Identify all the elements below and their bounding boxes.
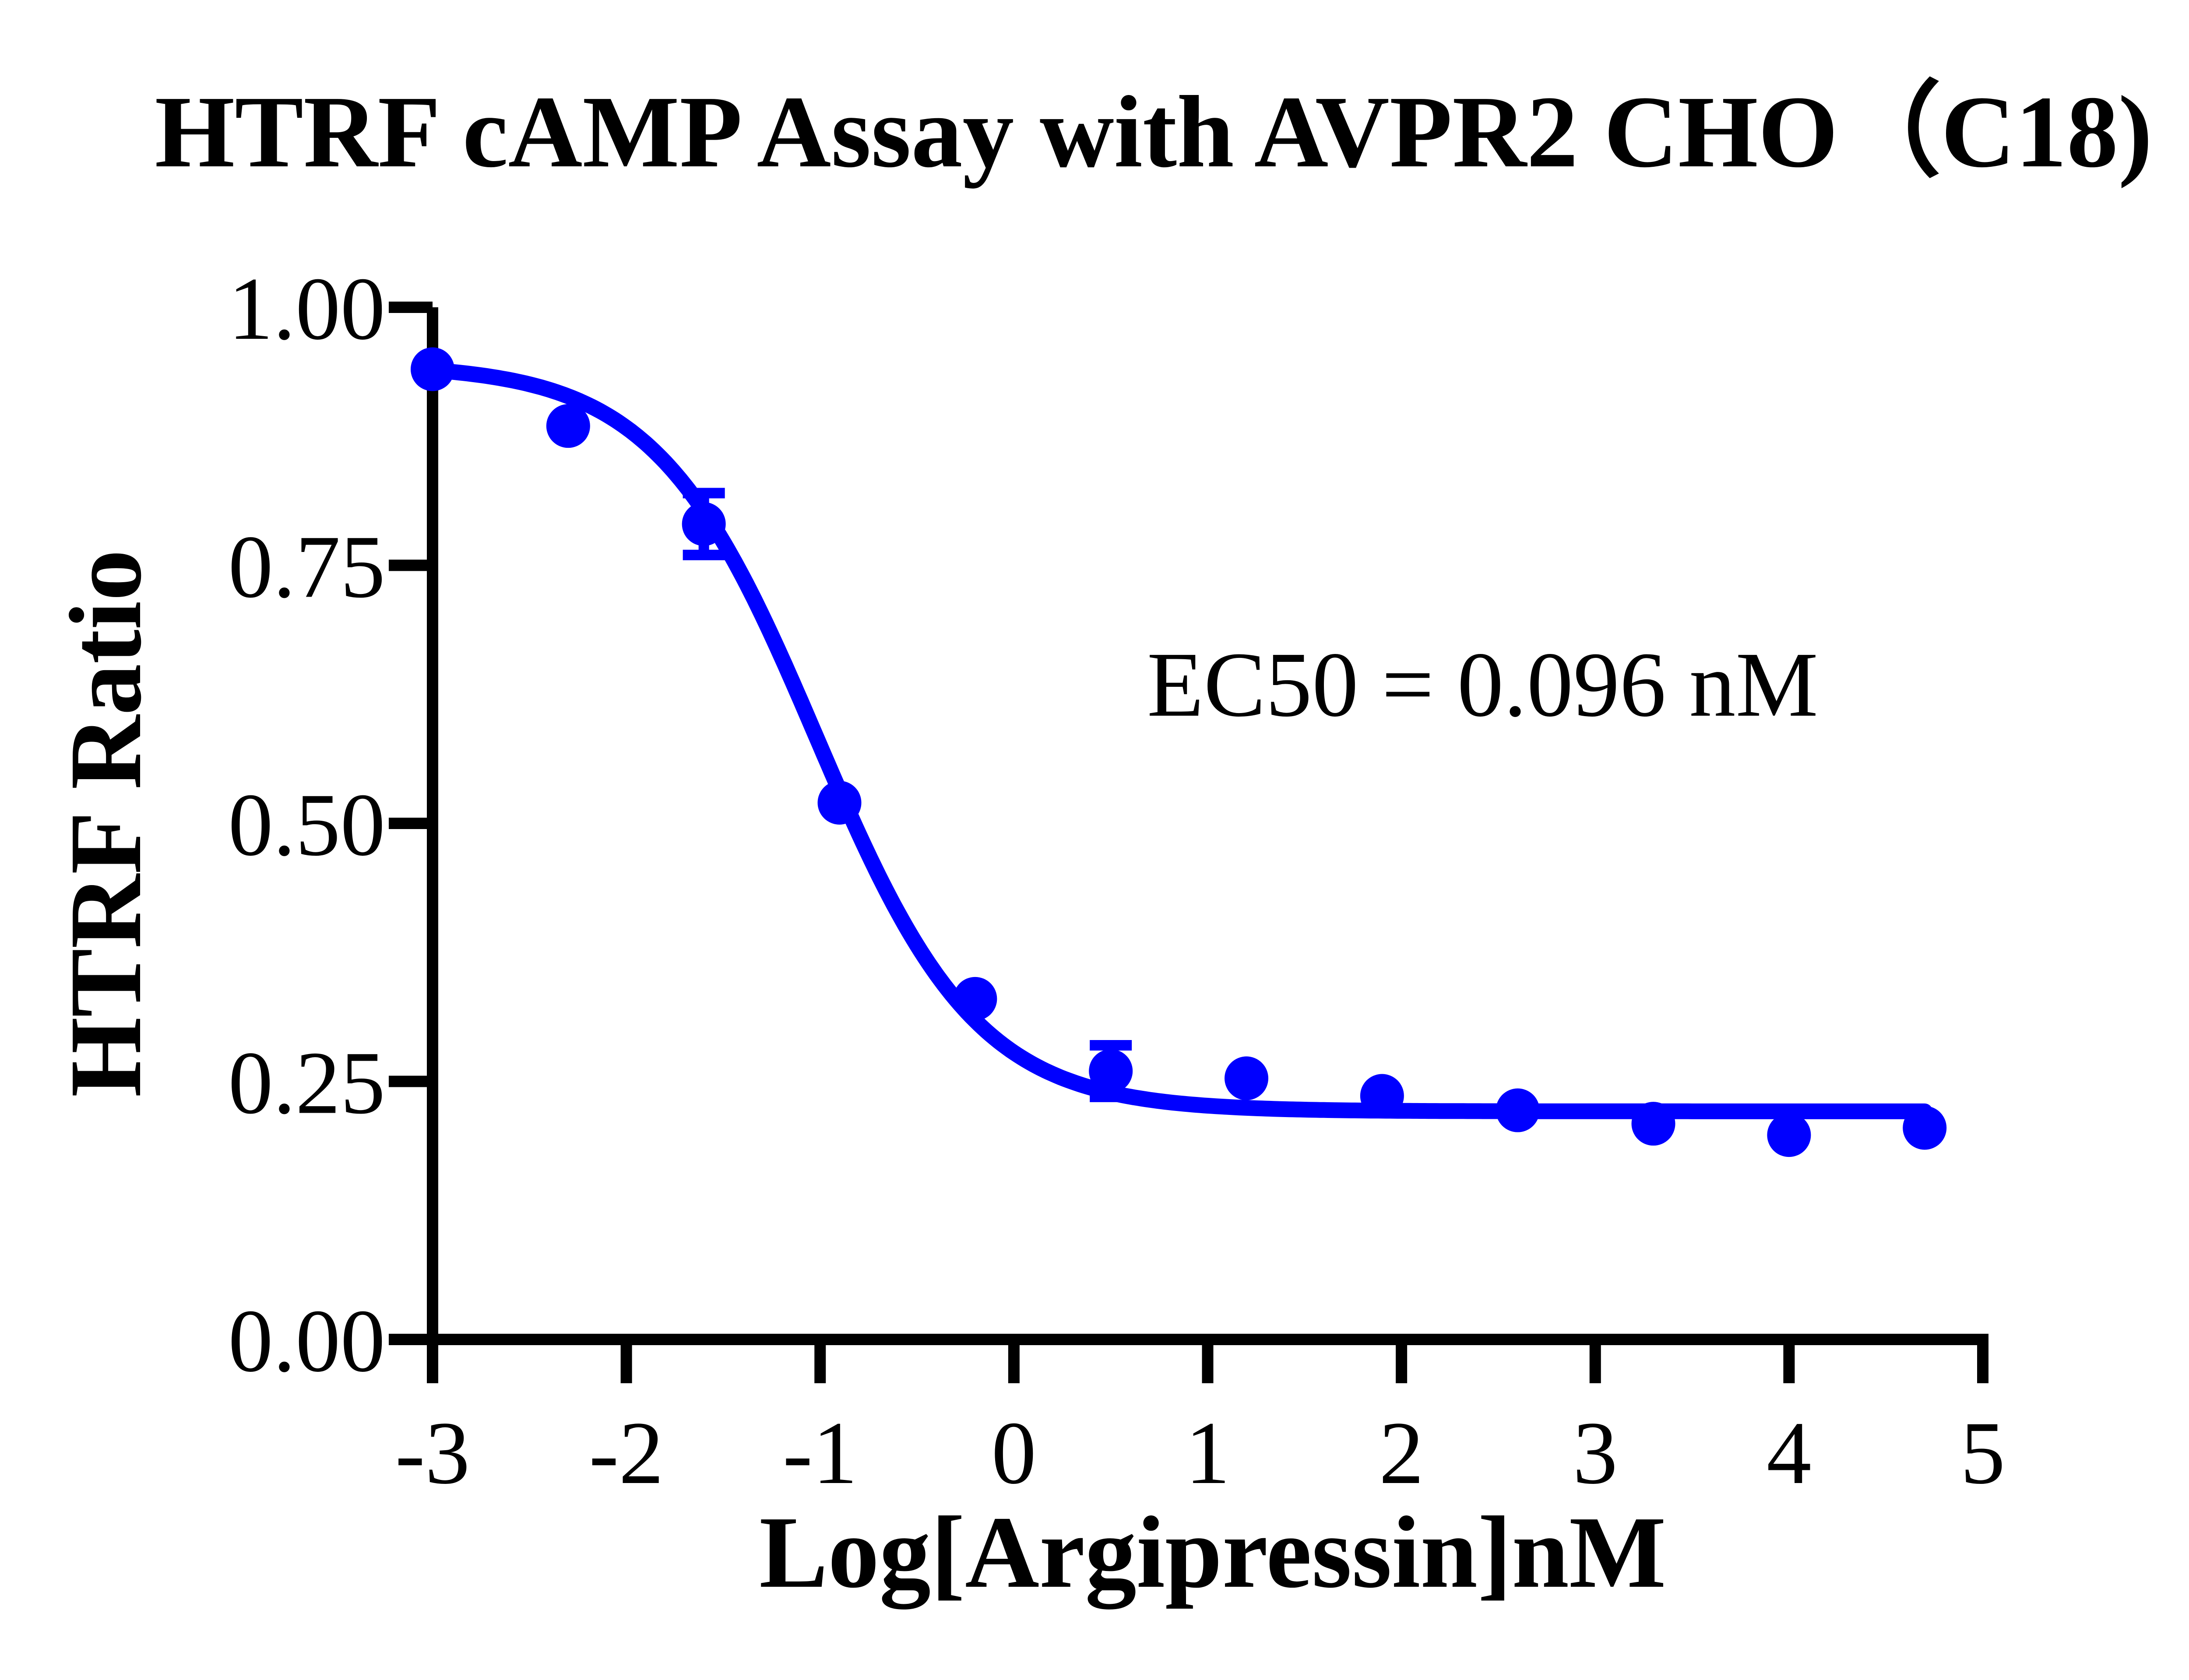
data-point-marker — [1496, 1088, 1540, 1132]
fitted-curve — [425, 362, 1933, 1119]
data-point-marker — [1360, 1074, 1404, 1118]
x-axis: -3 -2 -1 0 1 2 3 4 5 Log[Argipressin]nM — [395, 1334, 2006, 1610]
data-point-marker — [1767, 1113, 1811, 1157]
x-tick-group: -3 -2 -1 0 1 2 3 4 5 — [395, 1339, 2006, 1503]
x-tick-label: -3 — [395, 1403, 470, 1503]
y-tick-label: 0.25 — [228, 1033, 385, 1133]
data-point-marker — [411, 347, 454, 391]
ec50-annotation: EC50 = 0.096 nM — [1147, 633, 1818, 736]
x-tick-label: -2 — [589, 1403, 664, 1503]
x-tick-label: 4 — [1767, 1403, 1812, 1503]
y-tick-label: 0.75 — [228, 517, 385, 617]
y-tick-label: 0.00 — [228, 1291, 385, 1391]
data-point-marker — [817, 780, 862, 825]
y-tick-group: 0.00 0.25 0.50 0.75 1.00 — [228, 259, 433, 1391]
data-point-marker — [1631, 1102, 1675, 1146]
x-tick-label: -1 — [783, 1403, 858, 1503]
data-point-marker — [1225, 1056, 1269, 1100]
y-tick-label: 1.00 — [228, 259, 385, 358]
data-point-marker — [546, 404, 590, 448]
x-tick-label: 3 — [1573, 1403, 1618, 1503]
y-axis: 0.00 0.25 0.50 0.75 1.00 HTRF Ratio — [49, 259, 438, 1391]
data-point-marker — [1089, 1049, 1133, 1093]
y-tick-label: 0.50 — [228, 775, 385, 875]
x-axis-label: Log[Argipressin]nM — [759, 1495, 1666, 1610]
x-tick-label: 5 — [1960, 1403, 2006, 1503]
data-point-marker — [953, 977, 997, 1021]
data-point-marker — [682, 502, 726, 546]
x-tick-label: 0 — [992, 1403, 1037, 1503]
chart-title: HTRF cAMP Assay with AVPR2 CHO（C18) — [155, 75, 2153, 189]
x-tick-label: 1 — [1185, 1403, 1230, 1503]
x-tick-label: 2 — [1379, 1403, 1424, 1503]
y-axis-label: HTRF Ratio — [49, 549, 162, 1097]
data-point-marker — [1903, 1106, 1947, 1150]
data-series-layer — [411, 347, 1947, 1157]
